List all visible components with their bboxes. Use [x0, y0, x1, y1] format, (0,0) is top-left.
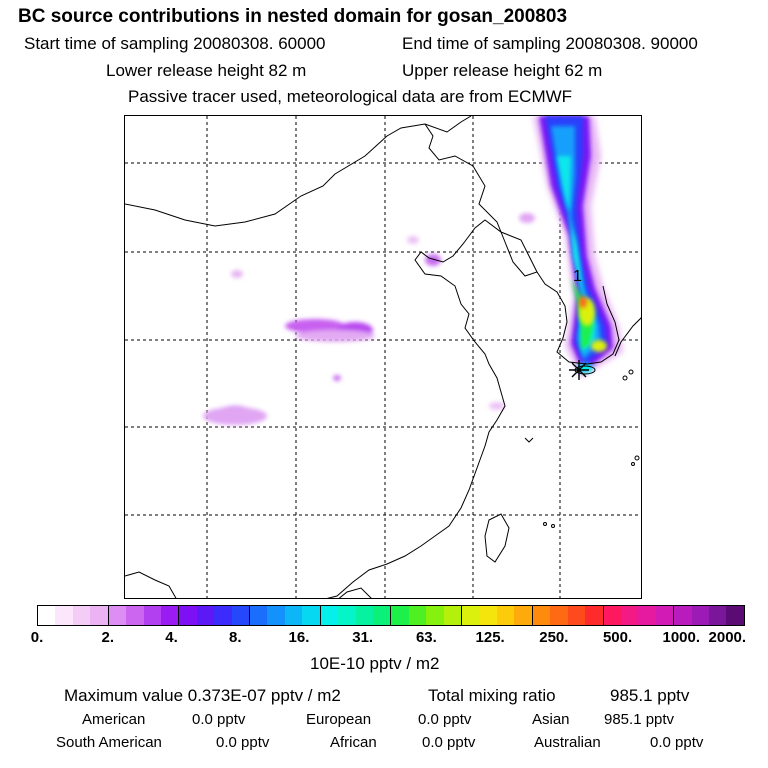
- colorbar-swatch: [160, 606, 180, 625]
- colorbar-swatch: [126, 606, 144, 625]
- colorbar-swatch: [108, 606, 127, 625]
- colorbar-ticks: 0. 2. 4. 8. 16. 31. 63. 125. 250. 500. 1…: [31, 629, 747, 649]
- colorbar-tick: 1000.: [662, 629, 701, 646]
- colorbar-swatch: [585, 606, 604, 625]
- colorbar: [37, 605, 745, 626]
- receptor-marker: [569, 360, 589, 380]
- colorbar-swatch: [726, 606, 744, 625]
- total-mixing-label: Total mixing ratio: [428, 686, 556, 705]
- colorbar-units: 10E-10 pptv / m2: [310, 654, 440, 673]
- source-value: 0.0 pptv: [216, 734, 270, 751]
- colorbar-swatch: [391, 606, 409, 625]
- source-value: 0.0 pptv: [418, 711, 472, 728]
- colorbar-swatch: [620, 606, 639, 625]
- colorbar-tick: 2000.: [708, 629, 747, 646]
- colorbar-swatch: [426, 606, 444, 625]
- colorbar-swatch: [214, 606, 232, 625]
- colorbar-swatch: [603, 606, 621, 625]
- colorbar-swatch: [90, 606, 109, 625]
- colorbar-swatch: [231, 606, 251, 625]
- colorbar-swatch: [179, 606, 197, 625]
- colorbar-tick: 4.: [165, 629, 178, 646]
- source-name: Australian: [534, 734, 601, 751]
- colorbar-swatch: [479, 606, 497, 625]
- colorbar-tick: 2.: [101, 629, 115, 646]
- coastlines: [125, 116, 641, 598]
- source-name: African: [330, 734, 377, 751]
- figure-title: BC source contributions in nested domain…: [18, 6, 568, 27]
- colorbar-tick: 16.: [288, 629, 310, 646]
- colorbar-swatch: [674, 606, 692, 625]
- source-value: 985.1 pptv: [604, 711, 675, 728]
- map-panel: 1: [124, 115, 642, 599]
- colorbar-swatch: [567, 606, 586, 625]
- maximum-value: Maximum value 0.373E-07 pptv / m2: [64, 686, 341, 705]
- colorbar-swatch: [691, 606, 710, 625]
- upper-release-height: Upper release height 62 m: [402, 61, 603, 80]
- colorbar-swatch: [638, 606, 656, 625]
- tracer-patches: [203, 213, 535, 425]
- start-time: Start time of sampling 20080308. 60000: [24, 34, 326, 53]
- colorbar-tick: 31.: [352, 629, 374, 646]
- colorbar-tick: 0.: [30, 629, 44, 646]
- colorbar-swatch: [250, 606, 268, 625]
- source-value: 0.0 pptv: [650, 734, 704, 751]
- total-mixing-value: 985.1 pptv: [610, 686, 690, 705]
- colorbar-swatch: [284, 606, 303, 625]
- colorbar-swatch: [462, 606, 480, 625]
- trajectory-label: 1: [573, 268, 582, 285]
- colorbar-swatch: [38, 606, 56, 625]
- colorbar-swatch: [408, 606, 427, 625]
- colorbar-swatch: [302, 606, 321, 625]
- colorbar-swatch: [338, 606, 356, 625]
- colorbar-swatch: [55, 606, 73, 625]
- source-value: 0.0 pptv: [192, 711, 246, 728]
- source-value: 0.0 pptv: [422, 734, 476, 751]
- colorbar-tick: 250.: [539, 629, 569, 646]
- colorbar-tick: 500.: [602, 629, 633, 646]
- end-time: End time of sampling 20080308. 90000: [402, 34, 698, 53]
- colorbar-swatch: [443, 606, 463, 625]
- tracer-plume: [533, 116, 623, 378]
- tracer-note: Passive tracer used, meteorological data…: [128, 87, 573, 106]
- colorbar-swatch: [655, 606, 675, 625]
- colorbar-swatch: [496, 606, 515, 625]
- source-name: South American: [56, 734, 162, 751]
- colorbar-swatch: [320, 606, 339, 625]
- colorbar-tick: 8.: [228, 629, 242, 646]
- colorbar-tick: 63.: [415, 629, 437, 646]
- colorbar-swatch: [196, 606, 215, 625]
- source-name: Asian: [532, 711, 570, 728]
- colorbar-swatch: [355, 606, 374, 625]
- colorbar-swatch: [267, 606, 285, 625]
- source-name: European: [306, 711, 372, 728]
- source-name: American: [82, 711, 146, 728]
- lower-release-height: Lower release height 82 m: [106, 61, 307, 80]
- colorbar-swatch: [373, 606, 392, 625]
- colorbar-swatch: [532, 606, 551, 625]
- colorbar-tick: 125.: [475, 629, 505, 646]
- colorbar-swatch: [550, 606, 568, 625]
- colorbar-swatch: [514, 606, 533, 625]
- colorbar-swatch: [709, 606, 727, 625]
- map-canvas: 1: [125, 116, 641, 598]
- colorbar-swatch: [143, 606, 161, 625]
- colorbar-swatch: [72, 606, 91, 625]
